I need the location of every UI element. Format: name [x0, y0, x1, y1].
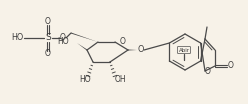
Text: O: O [45, 17, 51, 27]
Polygon shape [128, 50, 137, 51]
Text: O: O [228, 61, 234, 71]
Text: O: O [120, 37, 126, 46]
Text: Abir: Abir [179, 48, 189, 53]
Text: HO: HO [79, 76, 91, 84]
Text: HO: HO [57, 37, 69, 46]
Polygon shape [71, 33, 98, 42]
Text: HO: HO [11, 33, 23, 43]
Text: O: O [60, 33, 66, 43]
Text: S: S [45, 33, 51, 43]
Text: O: O [138, 46, 144, 54]
Text: O: O [45, 50, 51, 58]
Text: O: O [205, 66, 211, 76]
Polygon shape [77, 43, 87, 50]
Text: OH: OH [114, 76, 126, 84]
